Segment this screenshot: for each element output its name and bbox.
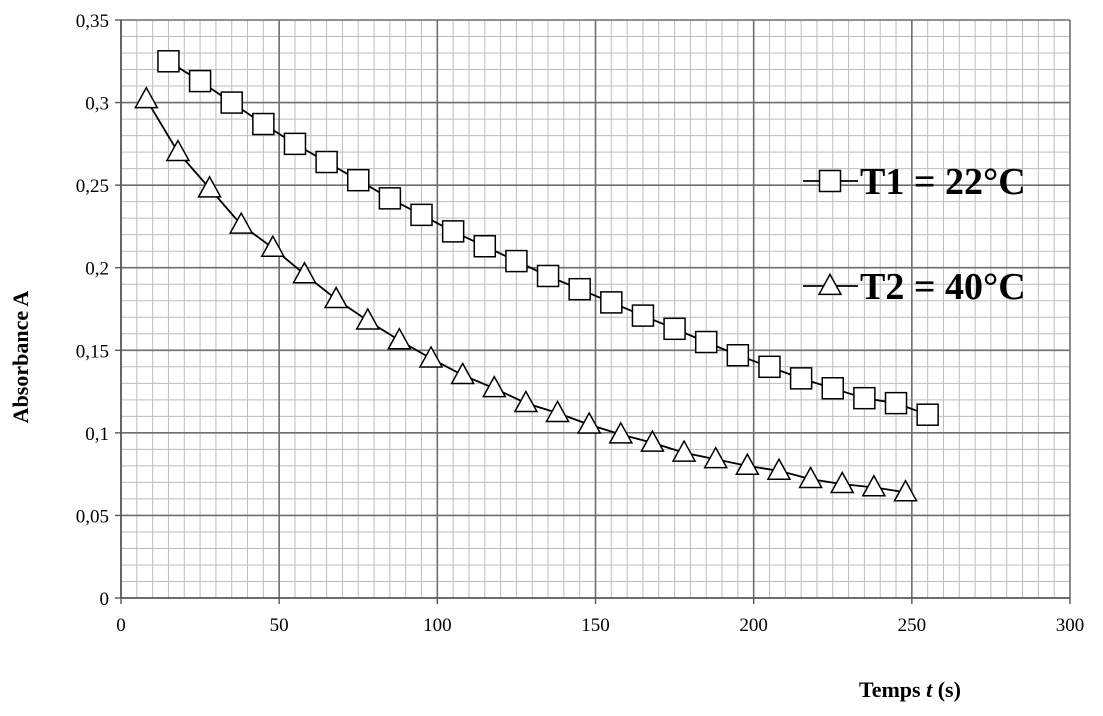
data-point-square	[283, 132, 307, 156]
legend-label: T1 = 22°C	[860, 161, 1026, 203]
data-point-square	[188, 69, 212, 93]
data-point-triangle	[482, 375, 507, 398]
x-tick-label: 300	[1056, 615, 1085, 636]
data-point-triangle	[323, 285, 349, 309]
x-tick-label: 0	[116, 615, 126, 636]
x-axis-title-prefix: Temps	[859, 677, 926, 702]
data-point-triangle	[197, 175, 222, 198]
data-point-square	[663, 317, 686, 341]
x-axis-title-suffix: (s)	[932, 677, 961, 702]
data-point-triangle	[766, 457, 792, 480]
legend-marker-square	[818, 169, 842, 193]
legend-item-1: T1 = 22°C	[803, 161, 1026, 203]
data-point-triangle	[640, 429, 665, 452]
data-point-triangle	[134, 86, 159, 109]
data-point-square	[315, 150, 338, 174]
legend: T1 = 22°C T2 = 40°C	[803, 161, 1026, 308]
data-point-triangle	[260, 234, 286, 258]
data-point-square	[220, 91, 243, 114]
data-point-triangle	[418, 345, 444, 368]
data-point-square	[821, 377, 844, 400]
data-point-square	[505, 249, 528, 273]
x-tick-label: 100	[423, 615, 452, 636]
x-tick-label: 200	[739, 615, 768, 636]
data-point-triangle	[735, 452, 760, 476]
data-point-triangle	[292, 261, 317, 284]
data-point-square	[441, 220, 465, 243]
axes	[115, 19, 1071, 604]
data-point-square	[789, 367, 813, 390]
data-point-triangle	[165, 138, 191, 162]
x-tick-label: 250	[898, 615, 927, 636]
y-tick-label: 0,1	[85, 424, 109, 445]
data-point-square	[378, 187, 402, 210]
data-point-triangle	[228, 211, 254, 234]
data-point-square	[694, 330, 718, 354]
x-tick-label: 50	[270, 615, 289, 636]
data-point-triangle	[829, 470, 855, 494]
data-point-triangle	[387, 327, 412, 350]
data-point-square	[631, 304, 655, 327]
legend-marker-triangle	[817, 272, 843, 296]
data-point-square	[600, 291, 623, 314]
series-1	[157, 50, 939, 426]
data-point-square	[726, 343, 750, 367]
data-point-square	[916, 403, 939, 426]
legend-item-2: T2 = 40°C	[803, 266, 1026, 308]
data-point-square	[853, 386, 876, 410]
series-layer	[134, 50, 939, 502]
y-tick-label: 0,2	[85, 259, 109, 280]
data-point-triangle	[893, 479, 918, 502]
data-point-triangle	[545, 399, 570, 423]
data-point-triangle	[608, 421, 634, 444]
x-tick-label: 150	[581, 615, 610, 636]
legend-label: T2 = 40°C	[860, 266, 1026, 308]
data-point-triangle	[671, 439, 697, 462]
data-point-triangle	[861, 474, 887, 497]
data-point-triangle	[513, 389, 539, 413]
data-point-square	[410, 203, 433, 227]
y-tick-label: 0,05	[76, 506, 109, 527]
y-tick-label: 0,25	[76, 176, 109, 197]
data-point-square	[252, 112, 275, 136]
data-point-triangle	[576, 411, 602, 434]
x-axis-title-variable: t	[926, 677, 933, 702]
x-axis-title: Temps t (s)	[859, 677, 961, 702]
data-point-square	[758, 355, 781, 379]
data-point-square	[536, 264, 560, 288]
data-point-triangle	[798, 465, 823, 489]
series-2	[134, 86, 918, 502]
data-point-triangle	[355, 307, 381, 330]
data-point-triangle	[450, 361, 475, 385]
data-point-triangle	[703, 446, 728, 469]
data-point-square	[347, 168, 370, 192]
y-tick-label: 0,3	[85, 94, 109, 115]
data-point-square	[884, 391, 908, 415]
y-tick-labels: 0 0,05 0,1 0,15 0,2 0,25 0,3 0,35	[76, 11, 109, 610]
data-point-square	[473, 234, 497, 258]
y-tick-label: 0	[100, 589, 110, 610]
x-tick-labels: 0 50 100 150 200 250 300	[116, 615, 1084, 636]
data-point-square	[568, 277, 591, 301]
y-tick-label: 0,15	[76, 341, 109, 362]
y-axis-title: Absorbance A	[8, 291, 33, 424]
y-tick-label: 0,35	[76, 11, 109, 32]
data-point-square	[157, 50, 180, 73]
